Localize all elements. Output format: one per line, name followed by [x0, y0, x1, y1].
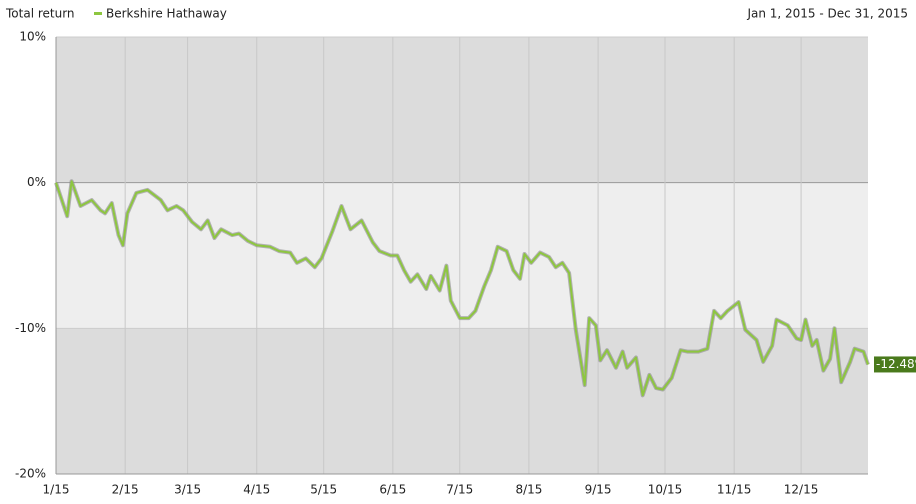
plot-band	[56, 328, 868, 474]
chart-title: Total return	[5, 7, 75, 21]
x-tick-label: 12/15	[784, 483, 819, 497]
x-tick-label: 5/15	[310, 483, 337, 497]
plot-band	[56, 182, 868, 329]
x-tick-label: 3/15	[174, 483, 201, 497]
plot-band	[56, 37, 868, 183]
last-value-label: -12.48%	[876, 357, 916, 371]
x-tick-label: 1/15	[43, 483, 70, 497]
date-range: Jan 1, 2015 - Dec 31, 2015	[746, 7, 908, 21]
x-tick-label: 4/15	[243, 483, 270, 497]
y-tick-label: -20%	[15, 467, 46, 481]
x-tick-label: 11/15	[717, 483, 752, 497]
legend-swatch	[94, 12, 102, 15]
x-tick-label: 10/15	[648, 483, 683, 497]
last-value-box	[874, 356, 916, 373]
y-tick-label: 10%	[19, 30, 46, 44]
x-tick-label: 7/15	[446, 483, 473, 497]
x-tick-label: 9/15	[585, 483, 612, 497]
y-tick-label: -10%	[15, 321, 46, 335]
x-tick-label: 6/15	[379, 483, 406, 497]
x-tick-label: 8/15	[515, 483, 542, 497]
legend-label: Berkshire Hathaway	[106, 7, 227, 21]
series-line	[55, 180, 869, 397]
x-tick-label: 2/15	[112, 483, 139, 497]
y-tick-label: 0%	[27, 175, 46, 189]
